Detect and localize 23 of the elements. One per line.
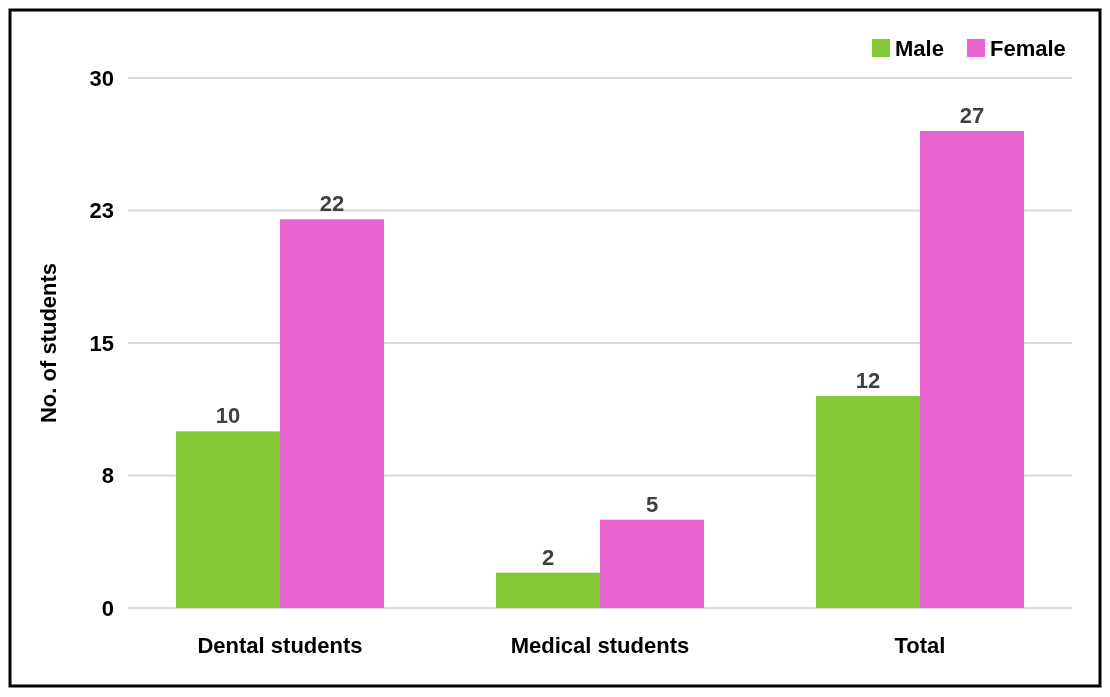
data-label: 12 <box>855 368 881 393</box>
bar <box>920 131 1024 608</box>
bar <box>816 396 920 608</box>
x-tick-label: Total <box>894 633 946 658</box>
bar <box>176 431 280 608</box>
y-tick-label: 8 <box>101 463 114 489</box>
x-tick-label: Medical students <box>510 633 690 658</box>
bar <box>280 219 384 608</box>
data-label: 5 <box>645 491 659 517</box>
bar <box>496 572 600 608</box>
y-tick-label: 30 <box>89 65 114 91</box>
y-tick-label: 23 <box>89 198 114 224</box>
y-tick-label: 15 <box>89 330 114 356</box>
data-label: 2 <box>541 544 555 570</box>
legend-label: Female <box>990 35 1066 61</box>
y-tick-label: 0 <box>101 595 114 621</box>
legend-label: Male <box>895 35 944 61</box>
data-label: 22 <box>319 191 345 217</box>
data-label: 27 <box>959 103 985 128</box>
y-axis-title: No. of students <box>35 262 61 424</box>
x-tick-label: Dental students <box>197 633 363 658</box>
data-label: 10 <box>215 403 241 429</box>
bar <box>600 519 704 608</box>
